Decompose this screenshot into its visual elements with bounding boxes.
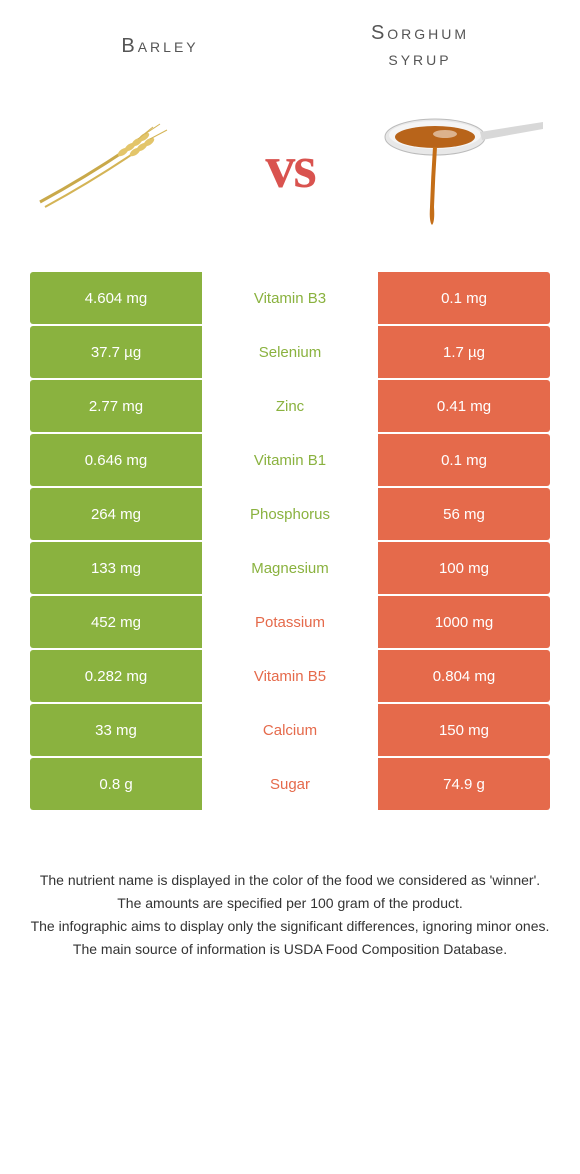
image-row: vs (30, 102, 550, 232)
footer-line-2: The amounts are specified per 100 gram o… (30, 893, 550, 914)
vs-label: vs (265, 133, 314, 202)
left-value: 264 mg (30, 488, 202, 540)
comparison-table: 4.604 mgVitamin B30.1 mg37.7 µgSelenium1… (30, 272, 550, 810)
footer-line-3: The infographic aims to display only the… (30, 916, 550, 937)
table-row: 264 mgPhosphorus56 mg (30, 488, 550, 540)
right-title: Sorghum syrup (290, 20, 550, 72)
right-value: 0.41 mg (378, 380, 550, 432)
nutrient-label: Vitamin B3 (204, 272, 376, 324)
footer-line-4: The main source of information is USDA F… (30, 939, 550, 960)
right-value: 56 mg (378, 488, 550, 540)
left-value: 133 mg (30, 542, 202, 594)
table-row: 0.282 mgVitamin B50.804 mg (30, 650, 550, 702)
syrup-image (370, 107, 550, 227)
left-value: 37.7 µg (30, 326, 202, 378)
nutrient-label: Phosphorus (204, 488, 376, 540)
left-value: 4.604 mg (30, 272, 202, 324)
right-value: 0.1 mg (378, 434, 550, 486)
left-value: 0.282 mg (30, 650, 202, 702)
spoon-icon (375, 107, 545, 227)
right-value: 150 mg (378, 704, 550, 756)
right-value: 1.7 µg (378, 326, 550, 378)
table-row: 33 mgCalcium150 mg (30, 704, 550, 756)
nutrient-label: Sugar (204, 758, 376, 810)
table-row: 4.604 mgVitamin B30.1 mg (30, 272, 550, 324)
table-row: 0.8 gSugar74.9 g (30, 758, 550, 810)
table-row: 133 mgMagnesium100 mg (30, 542, 550, 594)
left-title: Barley (30, 33, 290, 59)
footer-notes: The nutrient name is displayed in the co… (30, 870, 550, 960)
nutrient-label: Zinc (204, 380, 376, 432)
barley-image (30, 107, 210, 227)
right-value: 100 mg (378, 542, 550, 594)
left-value: 0.646 mg (30, 434, 202, 486)
nutrient-label: Vitamin B1 (204, 434, 376, 486)
table-row: 452 mgPotassium1000 mg (30, 596, 550, 648)
nutrient-label: Calcium (204, 704, 376, 756)
left-value: 33 mg (30, 704, 202, 756)
right-value: 1000 mg (378, 596, 550, 648)
table-row: 0.646 mgVitamin B10.1 mg (30, 434, 550, 486)
left-value: 0.8 g (30, 758, 202, 810)
left-value: 2.77 mg (30, 380, 202, 432)
nutrient-label: Magnesium (204, 542, 376, 594)
table-row: 37.7 µgSelenium1.7 µg (30, 326, 550, 378)
right-value: 0.804 mg (378, 650, 550, 702)
nutrient-label: Vitamin B5 (204, 650, 376, 702)
right-value: 74.9 g (378, 758, 550, 810)
table-row: 2.77 mgZinc0.41 mg (30, 380, 550, 432)
nutrient-label: Selenium (204, 326, 376, 378)
left-value: 452 mg (30, 596, 202, 648)
right-value: 0.1 mg (378, 272, 550, 324)
nutrient-label: Potassium (204, 596, 376, 648)
footer-line-1: The nutrient name is displayed in the co… (30, 870, 550, 891)
barley-icon (35, 122, 205, 212)
header: Barley Sorghum syrup (30, 20, 550, 72)
